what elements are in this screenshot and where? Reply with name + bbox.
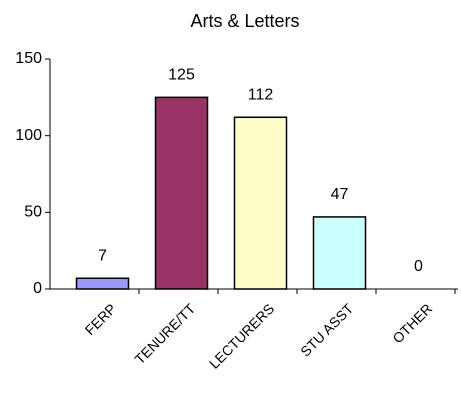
y-tick-label: 50 <box>24 204 42 221</box>
x-tick-label: LECTURERS <box>206 300 277 371</box>
x-tick-label: FERP <box>82 300 120 338</box>
data-label: 125 <box>168 67 195 84</box>
y-tick-label: 0 <box>33 280 42 297</box>
bar <box>154 96 209 290</box>
data-label: 112 <box>248 86 274 103</box>
y-tick-label: 150 <box>15 50 42 67</box>
bar <box>75 277 130 290</box>
data-label: 0 <box>414 258 423 275</box>
chart-title: Arts & Letters <box>190 11 299 31</box>
data-label: 47 <box>331 186 349 203</box>
x-tick-label: STU ASST <box>297 300 356 359</box>
y-tick-label: 100 <box>15 127 42 144</box>
bar <box>312 216 367 290</box>
bar <box>233 116 288 290</box>
data-label: 7 <box>98 247 107 264</box>
x-tick-label: OTHER <box>389 300 435 346</box>
x-tick-label: TENURE/TT <box>131 300 198 367</box>
